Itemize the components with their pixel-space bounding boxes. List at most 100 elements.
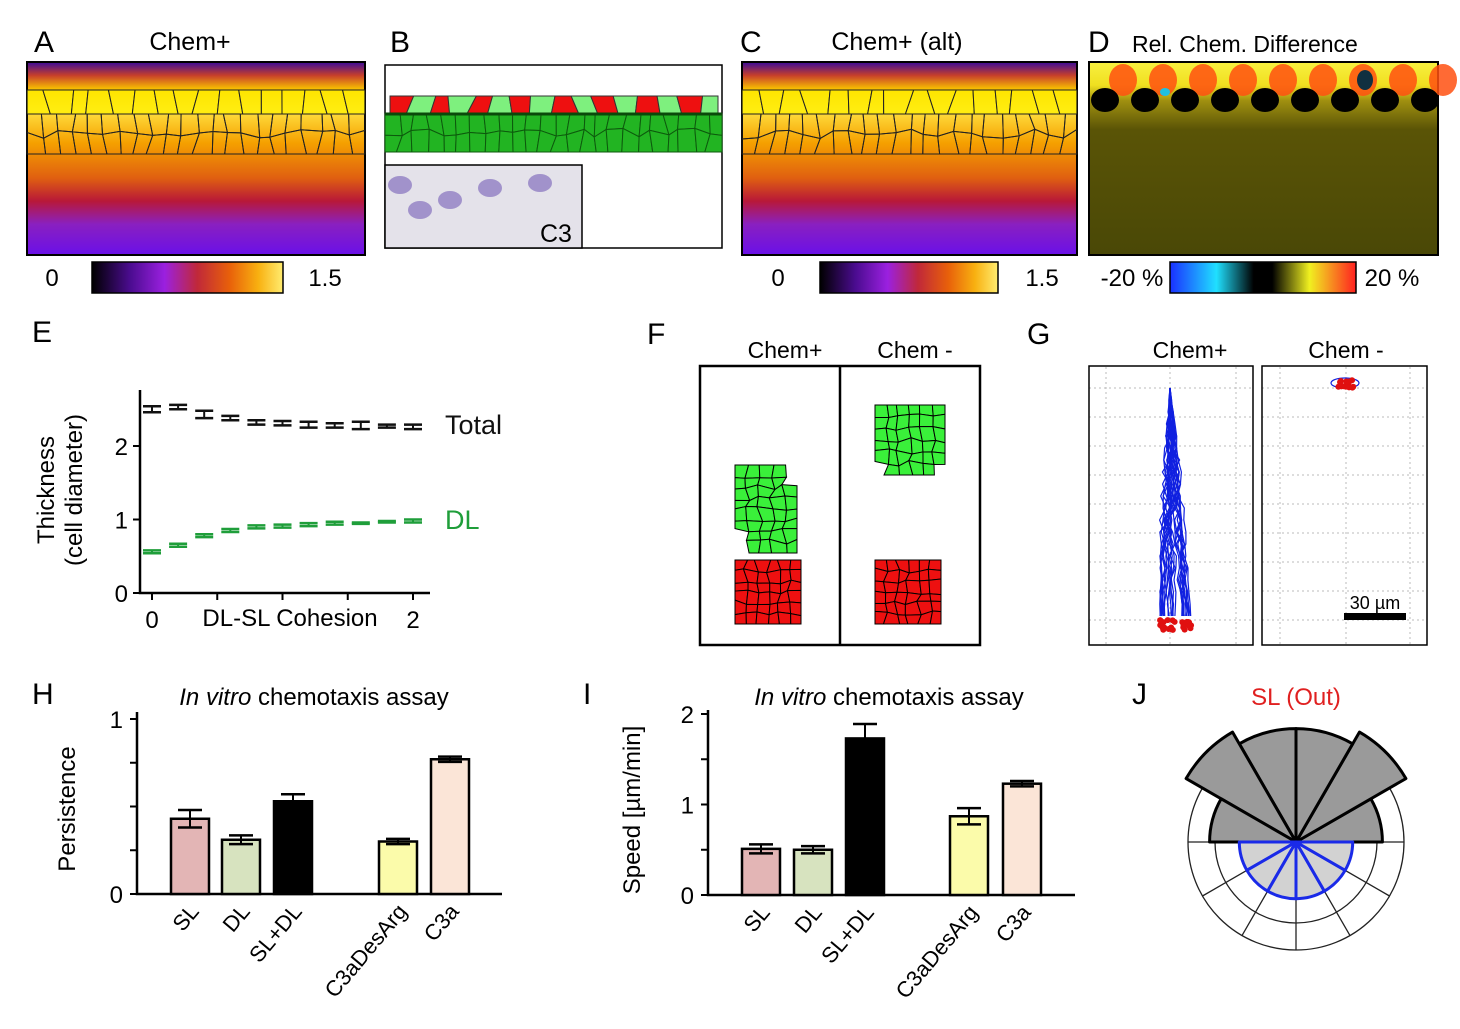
cell xyxy=(524,113,542,131)
hot-spot xyxy=(1189,64,1217,96)
cell xyxy=(874,590,887,604)
cell xyxy=(895,404,910,417)
colorbar-max: 1.5 xyxy=(1025,265,1058,292)
difference-spots xyxy=(1091,64,1457,112)
cold-spot xyxy=(1171,88,1199,112)
stain-spot xyxy=(528,174,552,192)
cell-layer xyxy=(26,89,366,155)
cell xyxy=(757,591,771,606)
rose-sector-upper xyxy=(1184,730,1298,844)
cell xyxy=(508,95,532,115)
panel-e-thickness-chart: E 0 1 2 0 2 DL-SL Cohesion Thickness (cell diam… xyxy=(32,316,502,634)
data-point-total xyxy=(404,423,422,431)
panel-label: A xyxy=(34,26,54,59)
y-tick-label: 0 xyxy=(115,581,128,608)
hot-spot xyxy=(1429,64,1457,96)
cell xyxy=(512,129,527,153)
cell xyxy=(734,505,748,522)
cell xyxy=(771,464,787,479)
trajectory-end xyxy=(1168,624,1175,631)
panel-a: A Chem+ 0 1.5 xyxy=(26,26,366,294)
data-point-total xyxy=(169,403,188,411)
cold-spot xyxy=(1291,88,1319,112)
error-bar xyxy=(957,806,981,826)
cell xyxy=(918,568,930,582)
trajectory xyxy=(1169,387,1190,617)
data-point-dl xyxy=(351,521,370,526)
data-point-total xyxy=(143,405,161,414)
data-point-dl xyxy=(221,527,240,534)
panel-label: J xyxy=(1132,678,1147,711)
cold-spot xyxy=(1357,70,1373,90)
cell xyxy=(468,113,487,135)
bar-sl xyxy=(169,817,211,896)
category-label: C3aDesArg xyxy=(320,899,412,1002)
cell xyxy=(734,581,749,592)
data-point-dl xyxy=(325,520,344,526)
hot-spot xyxy=(1269,64,1297,96)
column-title-chem-minus: Chem - xyxy=(877,337,952,363)
data-point-total xyxy=(195,409,214,420)
panel-d: D Rel. Chem. Difference -20 % 20 % xyxy=(1088,26,1457,294)
panel-label: C xyxy=(740,26,762,59)
column-title-chem-minus: Chem - xyxy=(1308,337,1383,363)
cell xyxy=(874,448,891,466)
cold-spot xyxy=(1411,88,1439,112)
category-label: SL+DL xyxy=(244,899,307,967)
cell xyxy=(677,113,698,130)
cell xyxy=(528,95,556,115)
trajectory-end xyxy=(1160,619,1167,626)
trajectory-end xyxy=(1335,383,1342,390)
cell-layer xyxy=(741,89,1078,155)
cell xyxy=(700,95,719,115)
cell xyxy=(908,413,921,428)
cell xyxy=(786,538,798,554)
cell xyxy=(745,530,762,541)
chart-title: In vitro chemotaxis assay xyxy=(179,684,448,711)
cell xyxy=(745,589,760,606)
cell xyxy=(410,128,430,153)
cell xyxy=(704,133,723,153)
chart-title-italic: In vitro xyxy=(179,684,251,711)
inset-label: C3 xyxy=(540,220,572,248)
hot-spot xyxy=(1309,64,1337,96)
cold-spot xyxy=(1211,88,1239,112)
cell xyxy=(483,113,501,135)
cell xyxy=(756,582,771,594)
y-axis-label: Persistence xyxy=(54,746,81,871)
cell xyxy=(874,404,890,419)
trajectory-end xyxy=(1346,384,1353,391)
stain-spot xyxy=(408,201,432,219)
rose-sector-upper xyxy=(1294,730,1408,844)
trajectory-end xyxy=(1159,623,1166,630)
cell xyxy=(922,462,935,476)
column-title-chem-plus: Chem+ xyxy=(1153,337,1228,363)
cold-spot xyxy=(1091,88,1119,112)
y-tick-label: 0 xyxy=(110,882,123,909)
cell xyxy=(789,559,802,571)
column-title-chem-plus: Chem+ xyxy=(748,337,823,363)
trajectory-end xyxy=(1171,618,1178,625)
panel-label: E xyxy=(32,316,52,349)
panel-i-speed-chart: I 0 1 2 In vitro chemotaxis assay Speed [µm/… xyxy=(583,678,1075,1003)
panel-g: G Chem+ Chem - 30 µm xyxy=(1027,318,1428,646)
data-point-total xyxy=(221,414,240,422)
cell xyxy=(468,131,487,153)
stain-spot xyxy=(478,179,502,197)
cell xyxy=(918,413,934,428)
data-point-dl xyxy=(377,519,396,524)
colorbar-min: 0 xyxy=(45,265,58,292)
error-bar xyxy=(1010,779,1034,788)
cell xyxy=(498,130,514,153)
category-label: C3aDesArg xyxy=(891,900,983,1003)
colorbar xyxy=(91,261,284,294)
colorbar-max: 20 % xyxy=(1365,265,1420,292)
cell xyxy=(827,89,850,115)
data-point-dl xyxy=(143,549,161,555)
panel-title: Chem+ (alt) xyxy=(831,28,962,56)
panel-c: C Chem+ (alt) 0 1.5 xyxy=(740,26,1078,294)
cell xyxy=(745,611,758,625)
cell xyxy=(107,89,136,115)
panel-label: F xyxy=(647,318,665,351)
error-bar xyxy=(386,837,410,846)
